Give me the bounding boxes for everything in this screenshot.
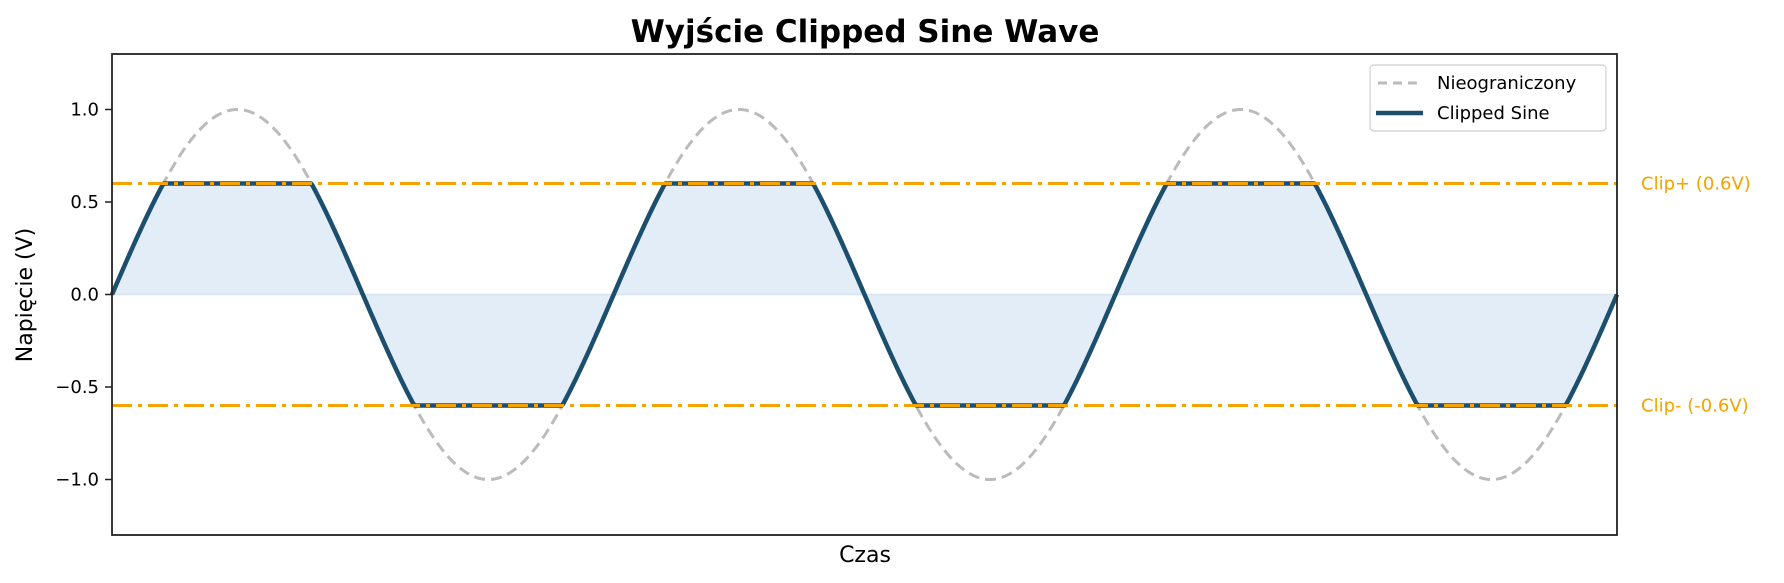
legend: Nieograniczony Clipped Sine <box>1369 64 1607 132</box>
y-tick-label: 0.5 <box>70 192 99 213</box>
legend-label-clipped: Clipped Sine <box>1437 103 1550 124</box>
y-tick-label: −1.0 <box>55 470 99 491</box>
y-tick-label: 0.0 <box>70 285 99 306</box>
y-axis-label: Napięcie (V) <box>13 228 38 363</box>
clip-low-label: Clip- (-0.6V) <box>1641 396 1749 417</box>
y-tick-label: 1.0 <box>70 100 99 121</box>
legend-box <box>1369 64 1607 132</box>
y-axis-ticks: 1.0 0.5 0.0 −0.5 −1.0 <box>55 100 112 491</box>
x-axis-label: Czas <box>839 543 891 568</box>
legend-label-unclipped: Nieograniczony <box>1437 73 1577 94</box>
chart-title: Wyjście Clipped Sine Wave <box>631 14 1100 50</box>
plot-area <box>109 107 1620 482</box>
clip-high-label: Clip+ (0.6V) <box>1641 174 1751 195</box>
clipped-sine-line <box>109 181 1620 408</box>
y-tick-label: −0.5 <box>55 377 99 398</box>
